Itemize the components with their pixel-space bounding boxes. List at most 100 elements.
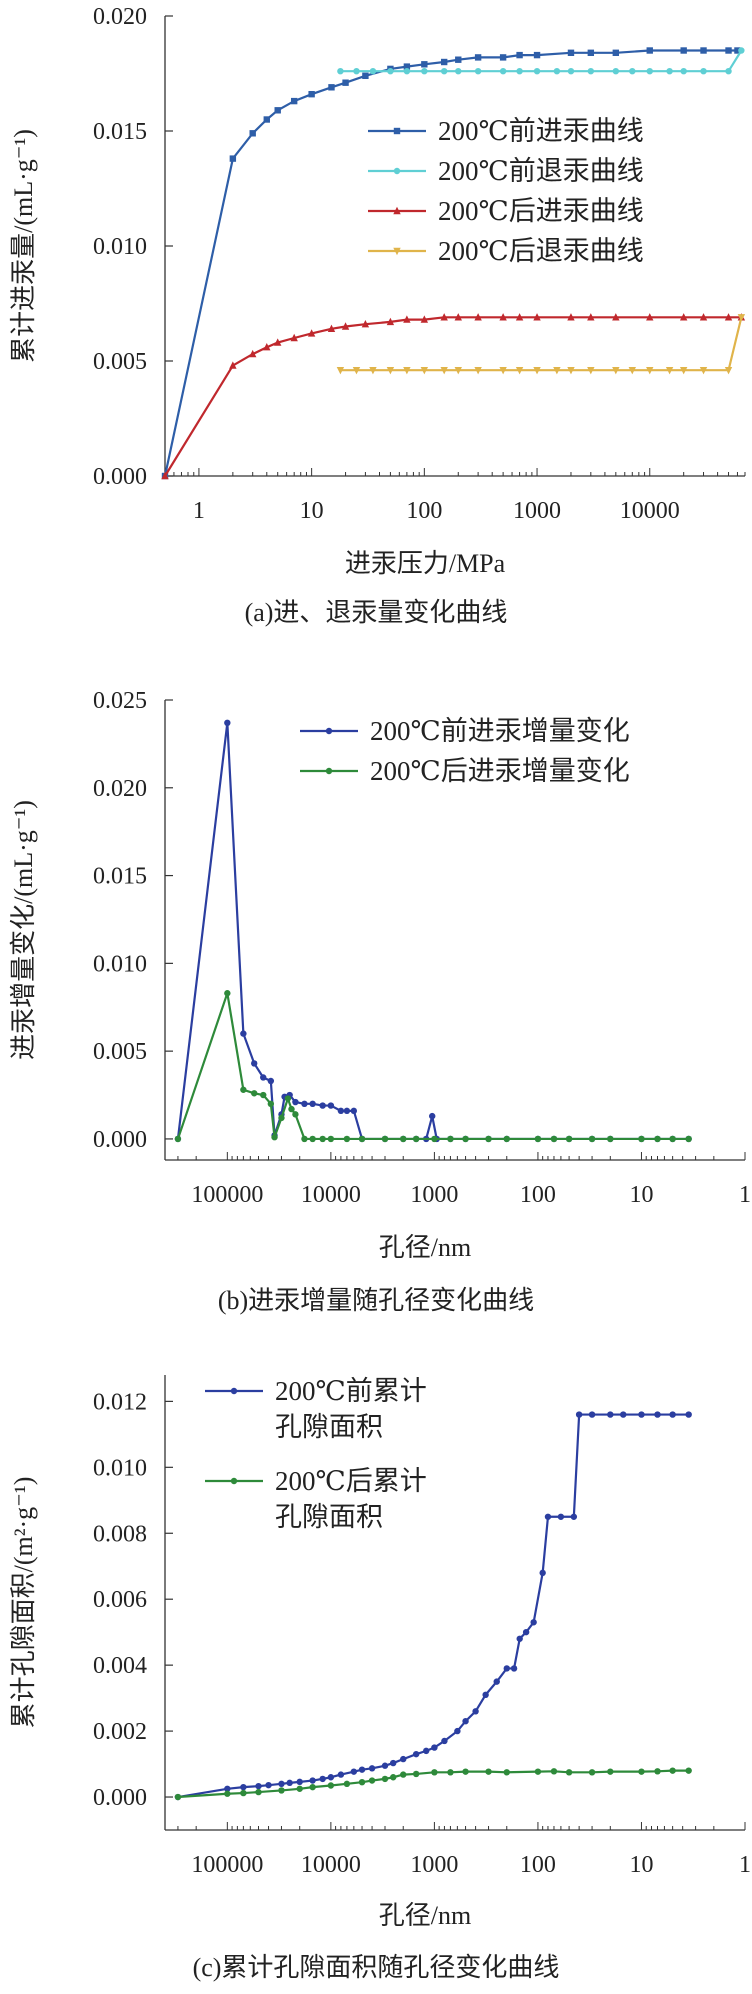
data-point xyxy=(249,130,256,137)
data-point xyxy=(431,1744,438,1751)
data-point xyxy=(267,1077,275,1085)
y-tick-label: 0.000 xyxy=(93,1785,147,1811)
y-tick-label: 0.005 xyxy=(93,349,147,375)
data-point xyxy=(296,1785,303,1792)
data-point xyxy=(327,1102,335,1109)
series-line xyxy=(176,992,689,1141)
data-point xyxy=(308,91,315,98)
series-1 xyxy=(174,1411,692,1801)
y-tick-label: 0.015 xyxy=(93,119,147,145)
data-point xyxy=(499,68,507,75)
x-tick-label: 10 xyxy=(300,498,324,524)
data-point xyxy=(455,56,462,63)
data-point xyxy=(403,367,411,375)
data-point xyxy=(462,1717,469,1725)
data-point xyxy=(685,1411,692,1418)
data-point xyxy=(368,1777,376,1784)
data-point xyxy=(533,51,541,59)
legend-marker xyxy=(393,167,401,175)
data-point xyxy=(734,47,741,54)
data-point xyxy=(454,313,462,321)
data-point xyxy=(629,68,636,75)
caption-b: (b)进汞增量随孔径变化曲线 xyxy=(217,1286,535,1315)
data-point xyxy=(534,1768,542,1775)
data-point xyxy=(499,367,507,375)
legend-label: 200℃前累计 xyxy=(275,1376,427,1406)
data-point xyxy=(700,47,707,54)
data-point xyxy=(327,324,336,332)
data-point xyxy=(263,343,271,351)
data-point xyxy=(699,367,708,375)
x-tick-label: 10 xyxy=(629,1182,653,1208)
data-point xyxy=(447,1769,454,1776)
data-point xyxy=(161,471,169,480)
data-point xyxy=(421,68,428,75)
data-point xyxy=(588,1411,596,1418)
data-point xyxy=(400,1755,407,1763)
data-point xyxy=(679,367,688,375)
x-tick-label: 10000 xyxy=(620,498,680,524)
x-tick-label: 100000 xyxy=(191,1182,263,1208)
data-point xyxy=(341,322,350,330)
data-point xyxy=(292,1098,299,1106)
data-point xyxy=(638,1411,645,1418)
series-2 xyxy=(337,47,745,75)
data-point xyxy=(381,1762,389,1769)
data-point xyxy=(607,1411,614,1418)
data-point xyxy=(515,367,524,375)
data-point xyxy=(307,329,316,337)
data-point xyxy=(290,97,298,105)
data-point xyxy=(440,367,448,375)
data-point xyxy=(224,1790,231,1797)
legend-marker xyxy=(230,1477,238,1485)
data-point xyxy=(462,1768,469,1775)
data-point xyxy=(680,68,687,75)
data-point xyxy=(654,1411,661,1418)
data-point xyxy=(565,1769,573,1776)
data-point xyxy=(550,1135,558,1143)
x-axis-label: 进汞压力/MPa xyxy=(345,549,506,578)
data-point xyxy=(679,313,688,321)
data-point xyxy=(274,107,281,114)
data-point xyxy=(587,313,595,321)
data-point xyxy=(400,1135,407,1143)
data-point xyxy=(516,51,523,59)
legend-marker xyxy=(393,206,401,215)
data-point xyxy=(588,1769,596,1776)
data-point xyxy=(420,367,429,375)
data-point xyxy=(534,1135,542,1143)
data-point xyxy=(447,1135,454,1143)
data-point xyxy=(503,1135,510,1143)
x-tick-label: 10000 xyxy=(301,1852,361,1878)
data-point xyxy=(240,1030,247,1037)
data-point xyxy=(565,1135,573,1143)
x-axis-label: 孔径/nm xyxy=(379,1233,471,1262)
data-point xyxy=(309,1777,316,1784)
legend-entry-1: 200℃前进汞曲线 xyxy=(368,116,644,146)
data-point xyxy=(249,349,257,358)
data-point xyxy=(646,68,653,75)
x-tick-label: 100 xyxy=(406,498,442,524)
legend-marker xyxy=(325,767,333,775)
data-point xyxy=(680,47,687,54)
data-point xyxy=(403,315,411,323)
data-point xyxy=(255,1788,262,1796)
data-point xyxy=(737,314,746,322)
legend-label: 孔隙面积 xyxy=(275,1412,383,1442)
legend-marker xyxy=(230,1387,238,1395)
data-point xyxy=(274,338,282,346)
data-point xyxy=(441,1737,448,1745)
legend-label: 200℃前进汞曲线 xyxy=(438,116,644,146)
y-tick-label: 0.008 xyxy=(93,1521,147,1547)
data-point xyxy=(174,1793,182,1801)
data-point xyxy=(474,367,482,375)
data-point xyxy=(587,367,595,375)
chart-panel-a: 0.000 0.005 0.010 0.015 0.020 1 10 100 1000 10000… xyxy=(0,0,752,650)
data-point xyxy=(588,1135,596,1143)
data-point xyxy=(403,68,411,75)
data-point xyxy=(288,1105,295,1113)
data-point xyxy=(301,1135,308,1143)
legend-label: 200℃后累计 xyxy=(275,1466,427,1496)
